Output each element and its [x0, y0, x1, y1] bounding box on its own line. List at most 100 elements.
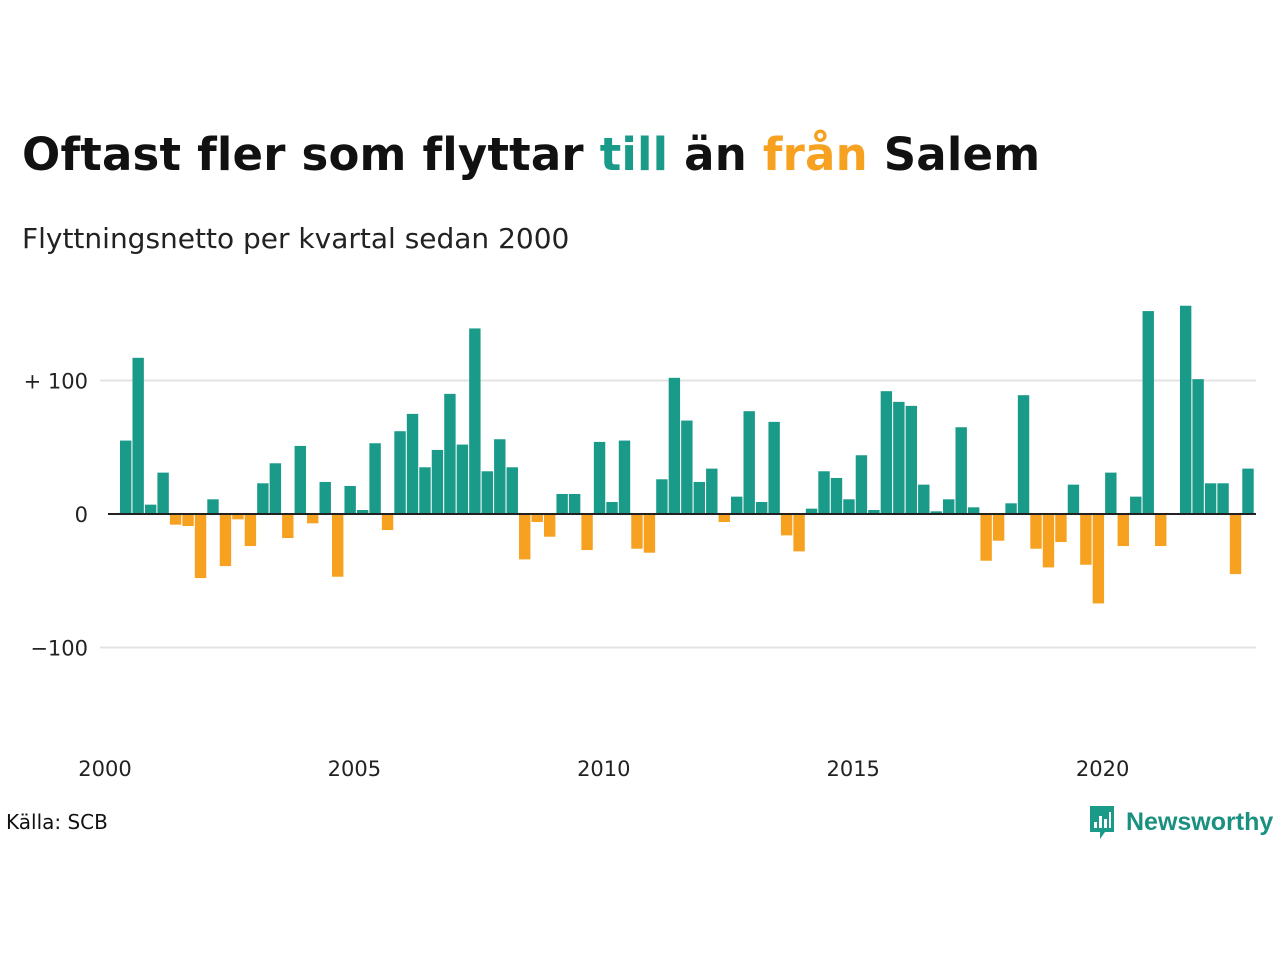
bar: [157, 472, 169, 514]
bar: [419, 467, 431, 515]
bar: [319, 481, 331, 514]
bar: [930, 511, 942, 514]
bar: [805, 508, 818, 514]
bar: [169, 514, 182, 525]
bar: [631, 514, 643, 549]
bar: [207, 499, 219, 514]
bar: [868, 510, 880, 514]
bar: [307, 514, 319, 524]
bar: [618, 440, 631, 514]
bar: [282, 514, 294, 539]
bar: [880, 391, 893, 514]
bar: [656, 479, 668, 514]
bar: [244, 514, 257, 547]
bar: [481, 471, 494, 514]
bar: [1155, 514, 1167, 547]
bar: [1017, 395, 1030, 514]
bar: [643, 514, 656, 553]
bar: [1105, 472, 1117, 514]
bar: [1055, 514, 1067, 543]
y-tick-label: + 100: [24, 370, 88, 394]
bar: [980, 514, 992, 561]
bar: [943, 499, 955, 514]
bar: [219, 514, 232, 567]
title-word-till: till: [599, 128, 669, 181]
bar: [768, 421, 780, 514]
x-tick-label: 2000: [78, 757, 131, 781]
title-part-1: Oftast fler som flyttar: [22, 128, 600, 181]
bar: [394, 431, 406, 514]
title-part-3: än: [668, 128, 763, 181]
bar: [494, 439, 506, 514]
bar: [120, 440, 132, 514]
bar: [356, 510, 369, 514]
bar: [1067, 484, 1080, 514]
bar: [519, 514, 531, 560]
bar: [681, 420, 693, 514]
bar: [506, 467, 518, 515]
bar: [581, 514, 593, 551]
bar: [1005, 503, 1017, 514]
bar: [955, 427, 967, 514]
bar: [331, 514, 344, 577]
bar: [1192, 379, 1204, 514]
bar: [918, 484, 930, 514]
bar: [731, 496, 743, 515]
bar: [606, 501, 618, 515]
bar: [568, 493, 581, 514]
bar: [1229, 514, 1242, 575]
bar: [1080, 514, 1092, 565]
source-note: Källa: SCB: [6, 810, 108, 834]
bar: [431, 449, 444, 514]
x-tick-label: 2020: [1076, 757, 1129, 781]
bar: [593, 441, 606, 514]
y-tick-label: −100: [30, 637, 88, 661]
bar: [855, 455, 868, 514]
bars: [120, 305, 1254, 604]
bar: [1204, 483, 1217, 514]
bar: [693, 481, 706, 514]
bar: [381, 514, 394, 531]
bar: [755, 501, 768, 515]
bar: [1092, 514, 1105, 604]
bar: [780, 514, 793, 536]
bar: [1042, 514, 1055, 568]
bar: [406, 413, 419, 515]
bar: [793, 514, 805, 552]
y-tick-label: 0: [75, 503, 88, 527]
bar: [1217, 483, 1229, 514]
bar: [743, 411, 755, 514]
newsworthy-logo-icon: [1090, 806, 1114, 839]
bar: [556, 493, 568, 514]
brand-name: Newsworthy: [1126, 807, 1274, 836]
bar: [1179, 305, 1192, 514]
bar: [905, 405, 918, 514]
bar: [531, 514, 543, 523]
bar: [344, 485, 356, 515]
bar: [132, 357, 144, 514]
y-axis-labels: + 100 0 −100: [24, 370, 88, 661]
x-tick-label: 2015: [826, 757, 879, 781]
bar: [1117, 514, 1129, 547]
brand-logo[interactable]: Newsworthy: [1088, 804, 1273, 840]
bar: [1142, 311, 1154, 514]
bar-chart: + 100 0 −100 2000 2005 2010 2015 2020: [24, 305, 1256, 781]
bar: [294, 445, 306, 514]
bar: [144, 504, 157, 514]
bar: [818, 471, 830, 514]
bar: [182, 514, 194, 527]
bar: [444, 393, 456, 514]
title-word-fran: från: [762, 128, 868, 181]
x-axis-labels: 2000 2005 2010 2015 2020: [78, 757, 1129, 781]
bar: [718, 514, 730, 523]
x-tick-label: 2010: [577, 757, 630, 781]
bar: [668, 377, 681, 514]
bar: [967, 507, 980, 514]
bar: [232, 514, 244, 520]
bar: [992, 514, 1005, 541]
bar: [706, 468, 718, 514]
bar: [194, 514, 207, 579]
bar: [1130, 496, 1142, 515]
title-part-5: Salem: [867, 128, 1041, 181]
chart-title: Oftast fler som flyttar till än från Sal…: [22, 128, 1040, 181]
